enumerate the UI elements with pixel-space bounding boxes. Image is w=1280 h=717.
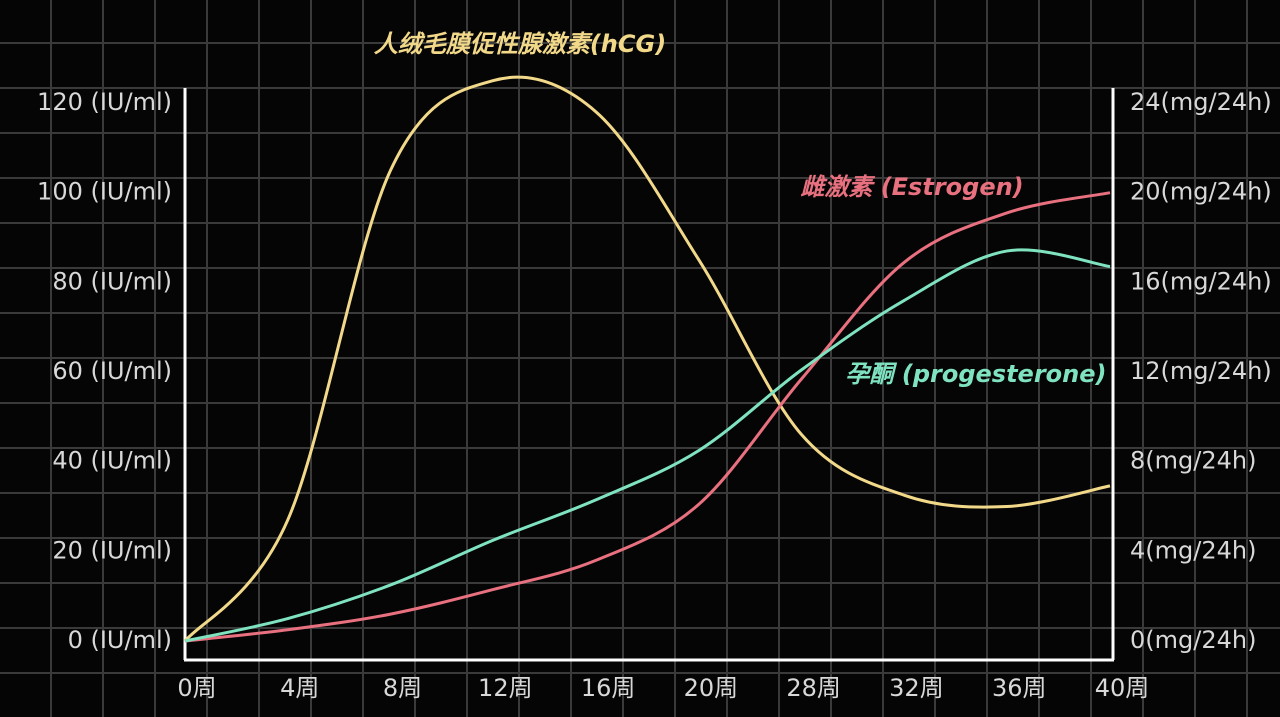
y-tick-label: 100 (IU/ml) <box>37 178 172 206</box>
series-line <box>184 248 1111 643</box>
y2-tick-label: 8(mg/24h) <box>1130 447 1256 475</box>
series-line <box>183 75 1111 642</box>
x-tick-label: 16周 <box>581 674 636 702</box>
x-tick-label: 8周 <box>383 674 422 702</box>
series-line <box>184 191 1111 643</box>
x-tick-label: 32周 <box>889 674 944 702</box>
series-label: 雌激素 (Estrogen) <box>800 173 1023 201</box>
y-tick-label: 120 (IU/ml) <box>37 88 172 116</box>
x-tick-label: 12周 <box>478 674 533 702</box>
y-tick-label: 80 (IU/ml) <box>52 267 172 295</box>
y-tick-label: 20 (IU/ml) <box>52 536 172 564</box>
y-tick-label: 0 (IU/ml) <box>68 626 172 654</box>
y-tick-label: 40 (IU/ml) <box>52 447 172 475</box>
x-tick-label: 4周 <box>280 674 319 702</box>
series-label: 孕酮 (progesterone) <box>846 360 1107 388</box>
y2-tick-label: 16(mg/24h) <box>1130 267 1272 295</box>
series-label: 人绒毛膜促性腺激素(hCG) <box>374 30 666 58</box>
x-tick-label: 28周 <box>786 674 841 702</box>
y2-tick-label: 24(mg/24h) <box>1130 88 1272 116</box>
y2-tick-label: 12(mg/24h) <box>1130 357 1272 385</box>
y2-tick-label: 20(mg/24h) <box>1130 178 1272 206</box>
y-tick-label: 60 (IU/ml) <box>52 357 172 385</box>
y2-tick-label: 4(mg/24h) <box>1130 536 1256 564</box>
x-tick-label: 20周 <box>684 674 739 702</box>
x-tick-label: 36周 <box>992 674 1047 702</box>
y2-tick-label: 0(mg/24h) <box>1130 626 1256 654</box>
x-tick-label: 40周 <box>1095 674 1150 702</box>
x-tick-label: 0周 <box>177 674 216 702</box>
